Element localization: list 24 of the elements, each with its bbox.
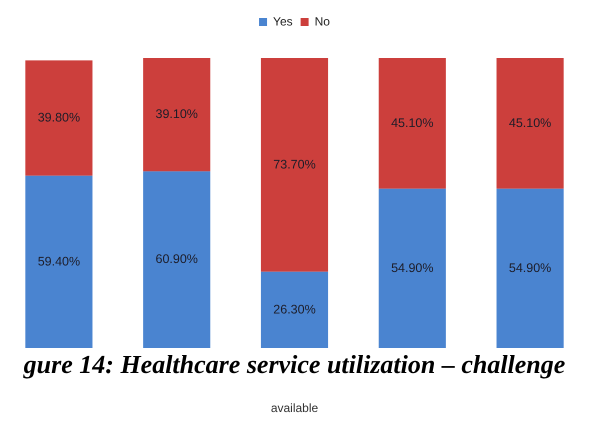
data-label: 26.30% <box>273 302 316 316</box>
data-label: 39.80% <box>38 110 80 124</box>
text: gure 14: Healthcare service utilization – challenge <box>22 350 566 380</box>
bar <box>260 272 328 348</box>
data-label: 39.10% <box>155 107 198 122</box>
data-label: 54.90% <box>508 260 552 275</box>
bar <box>378 58 446 189</box>
data-label: 45.10% <box>391 116 434 130</box>
bar <box>25 60 92 176</box>
bar <box>496 188 564 348</box>
bar <box>260 58 328 272</box>
data-label: 45.10% <box>508 116 552 130</box>
data-label: 60.90% <box>155 252 198 266</box>
bar <box>378 188 446 348</box>
bar <box>143 171 210 348</box>
bar <box>25 176 92 348</box>
bar <box>143 58 210 172</box>
legend-label: Yes <box>273 14 293 28</box>
bar <box>496 58 564 189</box>
text: available <box>270 401 320 415</box>
legend-label: No <box>314 14 330 28</box>
data-label: 54.90% <box>391 260 434 275</box>
data-label: 59.40% <box>38 254 80 268</box>
data-label: 73.70% <box>273 157 316 172</box>
